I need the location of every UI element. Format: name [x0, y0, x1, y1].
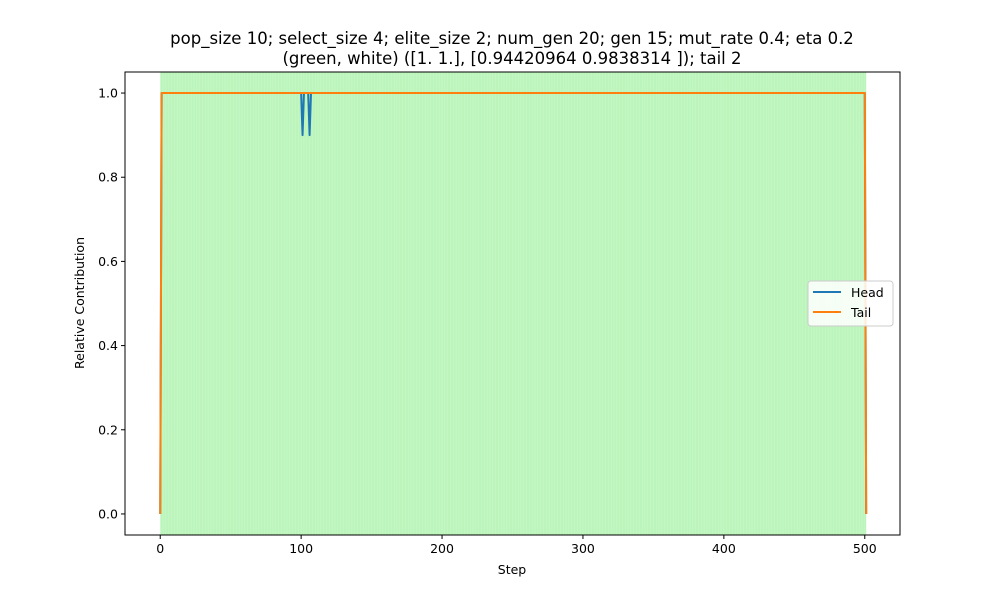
series-line-tail	[159, 92, 868, 514]
x-axis-label: Step	[498, 562, 527, 577]
x-tick-label: 200	[430, 541, 454, 556]
y-axis: 0.0 0.2 0.4 0.6 0.8 1.0	[98, 86, 125, 521]
y-tick-label: 0.8	[98, 170, 118, 185]
x-tick-label: 300	[571, 541, 595, 556]
legend-tail-label: Tail	[850, 305, 871, 320]
chart-title-line-2: (green, white) ([1. 1.], [0.94420964 0.9…	[282, 49, 741, 68]
green-background-band	[160, 72, 867, 535]
y-tick-label: 1.0	[98, 86, 118, 101]
plot-area	[124, 71, 901, 536]
y-tick-label: 0.6	[98, 254, 118, 269]
y-tick-label: 0.2	[98, 422, 118, 437]
y-axis-label: Relative Contribution	[72, 237, 87, 369]
legend-head-label: Head	[851, 285, 884, 300]
x-axis: 0 100 200 300 400 500	[156, 535, 877, 556]
series-lines	[159, 92, 868, 514]
x-tick-label: 500	[853, 541, 877, 556]
y-tick-label: 0.4	[98, 338, 118, 353]
y-tick-label: 0.0	[98, 506, 118, 521]
x-tick-label: 400	[712, 541, 736, 556]
x-tick-label: 100	[289, 541, 313, 556]
plot-frame	[124, 71, 901, 536]
chart-title-line-1: pop_size 10; select_size 4; elite_size 2…	[170, 29, 854, 49]
legend: Head Tail	[807, 280, 894, 327]
x-tick-label: 0	[156, 541, 164, 556]
